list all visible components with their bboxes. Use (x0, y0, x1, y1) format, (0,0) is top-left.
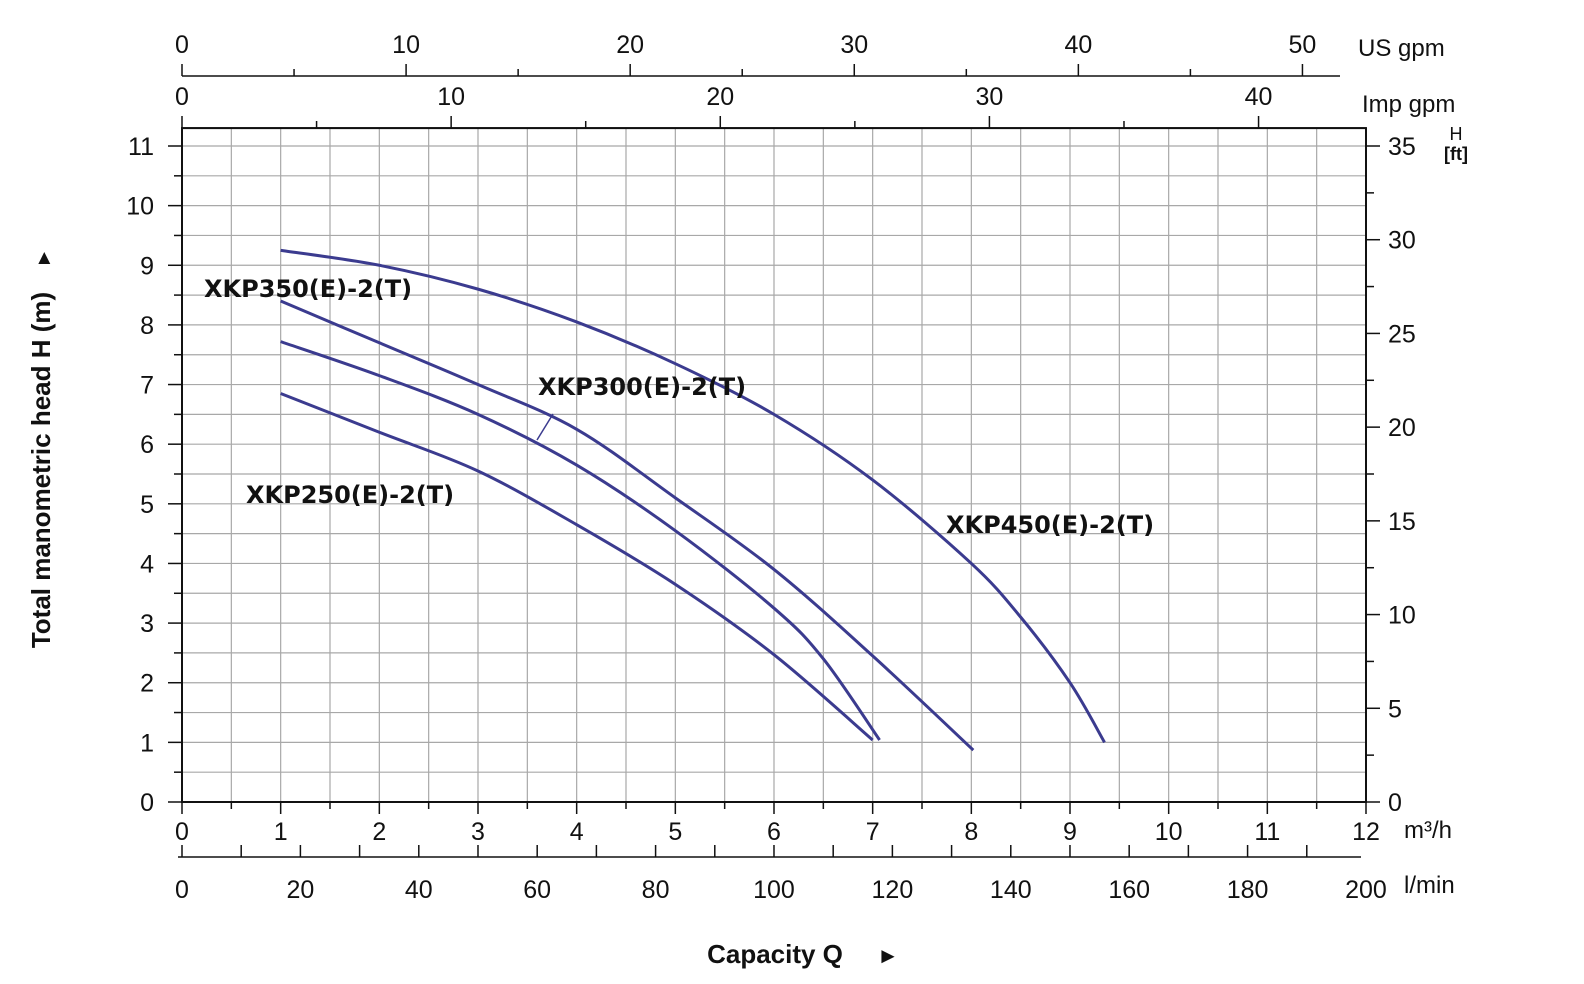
l_min-tick-label: 180 (1227, 876, 1269, 904)
curve-xkp250-e-2-t- (280, 392, 874, 742)
y-tick-label: 1 (140, 729, 154, 757)
imp_gpm-tick-label: 10 (437, 83, 465, 111)
y-tick-label: 7 (140, 372, 154, 400)
x-unit-label: m³/h (1404, 817, 1452, 844)
x-tick-label: 10 (1155, 818, 1183, 846)
ft-unit-bottom: [ft] (1444, 144, 1468, 164)
series-label: XKP250(E)-2(T) (246, 481, 454, 509)
l_min-tick-label: 140 (990, 876, 1032, 904)
ft-tick-label: 20 (1388, 414, 1416, 442)
us_gpm-tick-label: 40 (1064, 31, 1092, 59)
grid (182, 128, 1366, 802)
ft-tick-label: 25 (1388, 320, 1416, 348)
us_gpm-tick-label: 20 (616, 31, 644, 59)
x-tick-label: 11 (1254, 818, 1280, 846)
x-tick-label: 6 (767, 818, 781, 846)
y-tick-label: 11 (128, 133, 154, 161)
imp_gpm-unit-label: Imp gpm (1362, 91, 1455, 118)
y-tick-label: 10 (126, 193, 154, 221)
ft-tick-label: 0 (1388, 789, 1402, 817)
x-tick-label: 3 (471, 818, 485, 846)
x-tick-label: 0 (175, 818, 189, 846)
y-axis-title: Total manometric head H (m) (26, 292, 56, 648)
l_min-tick-label: 100 (753, 876, 795, 904)
labels: XKP350(E)-2(T) XKP300(E)-2(T) XKP250(E)-2(… (26, 248, 1154, 969)
x-tick-label: 1 (274, 818, 288, 846)
l_min-tick-label: 120 (872, 876, 914, 904)
imp_gpm-tick-label: 30 (976, 83, 1004, 111)
us_gpm-unit-label: US gpm (1358, 35, 1445, 62)
ft-tick-label: 30 (1388, 227, 1416, 255)
l_min-tick-label: 160 (1108, 876, 1150, 904)
ft-unit-top: H (1450, 124, 1463, 144)
x-tick-label: 2 (372, 818, 386, 846)
y-tick-label: 3 (140, 610, 154, 638)
y-tick-label: 6 (140, 431, 154, 459)
y-tick-label: 2 (140, 670, 154, 698)
curve-xkp450-e-2-t- (280, 248, 1106, 744)
l_min-tick-label: 40 (405, 876, 433, 904)
label-leader-line (536, 413, 554, 441)
imp_gpm-tick-label: 0 (175, 83, 189, 111)
series-label: XKP350(E)-2(T) (204, 275, 412, 303)
l_min-tick-label: 60 (523, 876, 551, 904)
ft-tick-label: 15 (1388, 508, 1416, 536)
x-tick-label: 7 (866, 818, 880, 846)
y-tick-label: 9 (140, 252, 154, 280)
y-tick-label: 4 (140, 550, 154, 578)
us_gpm-tick-label: 10 (392, 31, 420, 59)
l_min-tick-label: 80 (642, 876, 670, 904)
us_gpm-tick-label: 30 (840, 31, 868, 59)
y-axis-arrow: ► (33, 248, 55, 268)
l_min-unit-label: l/min (1404, 872, 1455, 899)
us_gpm-tick-label: 50 (1289, 31, 1317, 59)
curve-xkp350-e-2-t- (280, 299, 975, 752)
imp_gpm-tick-label: 40 (1245, 83, 1273, 111)
imp_gpm-tick-label: 20 (706, 83, 734, 111)
x-tick-label: 12 (1352, 818, 1380, 846)
series-label: XKP300(E)-2(T) (538, 373, 746, 401)
x-axis-arrow: ► (877, 943, 899, 968)
ft-tick-label: 35 (1388, 133, 1416, 161)
x-tick-label: 9 (1063, 818, 1077, 846)
y-tick-label: 8 (140, 312, 154, 340)
y-tick-label: 0 (140, 789, 154, 817)
ft-tick-label: 10 (1388, 602, 1416, 630)
series-label: XKP450(E)-2(T) (946, 511, 1154, 539)
x-tick-label: 8 (964, 818, 978, 846)
x-tick-label: 4 (570, 818, 584, 846)
curve-xkp300-e-2-t- (280, 340, 881, 741)
l_min-tick-label: 200 (1345, 876, 1387, 904)
curves (280, 248, 1106, 752)
l_min-tick-label: 0 (175, 876, 189, 904)
y-tick-label: 5 (140, 491, 154, 519)
us_gpm-tick-label: 0 (175, 31, 189, 59)
x-tick-label: 5 (668, 818, 682, 846)
x-axis-title: Capacity Q (707, 939, 843, 969)
ft-tick-label: 5 (1388, 695, 1402, 723)
l_min-tick-label: 20 (286, 876, 314, 904)
